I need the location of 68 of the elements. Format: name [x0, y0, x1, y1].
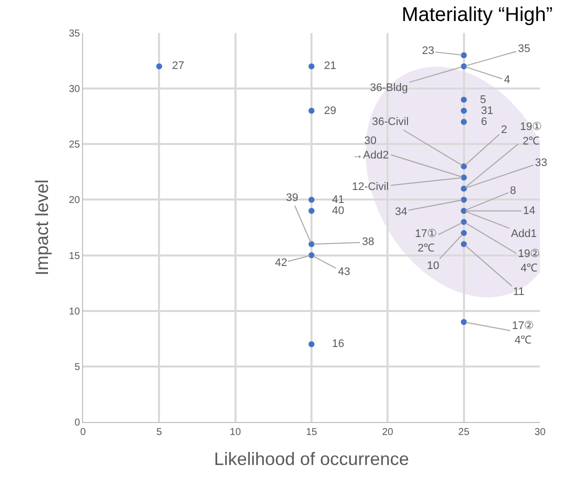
- annotation: 40: [332, 205, 344, 217]
- annotation: 5: [480, 94, 486, 106]
- annotation: 17② 4℃: [512, 320, 534, 346]
- annotation: 11: [513, 286, 524, 298]
- annotation: 36-Bldg: [370, 82, 408, 94]
- point: [460, 230, 467, 236]
- annotation: 30 →Add2: [352, 135, 389, 162]
- point: [460, 318, 467, 325]
- annotation: 8: [510, 185, 516, 197]
- annotation: 2: [501, 124, 508, 136]
- point: [460, 96, 467, 103]
- annotation: 29: [324, 105, 336, 117]
- point: [460, 118, 467, 125]
- annotation: 17① 2℃: [415, 228, 438, 254]
- y-tick-label: 35: [68, 28, 80, 40]
- x-tick-label: 30: [534, 427, 546, 438]
- x-tick-label: 5: [156, 427, 162, 438]
- point: [460, 186, 467, 192]
- annotation: 27: [172, 60, 184, 72]
- y-tick-label: 30: [68, 84, 80, 96]
- x-tick-label: 25: [458, 427, 470, 438]
- point: [460, 108, 467, 114]
- point: [308, 108, 314, 114]
- point: [460, 241, 467, 248]
- point: [460, 174, 467, 180]
- x-axis-title: Likelihood of occurrence: [214, 449, 410, 470]
- x-tick-label: 10: [230, 427, 242, 438]
- annotation: 33: [535, 157, 548, 169]
- annotation: 16: [332, 338, 344, 350]
- annotation: 36-Civil: [372, 116, 409, 128]
- point: [460, 52, 467, 58]
- annotation: Add1: [511, 228, 537, 240]
- y-tick-label: 20: [68, 195, 80, 206]
- annotation: 19② 4℃: [518, 248, 540, 274]
- annotation: 39: [286, 192, 298, 204]
- annotation: 43: [338, 266, 350, 278]
- y-tick-label: 5: [74, 362, 80, 373]
- annotation: 4: [504, 74, 510, 86]
- point: [460, 218, 467, 225]
- annotation: 38: [362, 236, 374, 248]
- annotation: 19① 2℃: [520, 121, 542, 148]
- x-tick-label: 15: [306, 427, 318, 438]
- annotation: 35: [518, 43, 530, 55]
- annotation: 21: [324, 60, 336, 72]
- point: [308, 196, 314, 203]
- y-tick-label: 10: [68, 306, 80, 318]
- y-tick-label: 15: [68, 250, 80, 262]
- point: [156, 63, 162, 70]
- point: [308, 208, 314, 214]
- point: [308, 241, 314, 248]
- point: [460, 163, 467, 170]
- annotation: 12-Civil: [352, 181, 389, 193]
- annotation: 6: [481, 116, 488, 128]
- annotation: 31: [481, 105, 494, 117]
- annotation: 42: [275, 257, 288, 269]
- x-tick-label: 20: [382, 427, 394, 438]
- annotation: 41: [332, 194, 344, 206]
- annotation: 34: [395, 206, 408, 218]
- annotation: 10: [427, 260, 440, 272]
- y-tick-label: 25: [68, 140, 80, 151]
- point: [460, 196, 467, 203]
- annotation: 23: [422, 45, 434, 57]
- chart-title: Materiality “High”: [402, 4, 553, 26]
- annotation: 14: [523, 205, 536, 217]
- point: [308, 63, 314, 70]
- y-tick-label: 0: [74, 418, 80, 428]
- point: [308, 341, 314, 348]
- y-axis-title: Impact level: [32, 179, 52, 276]
